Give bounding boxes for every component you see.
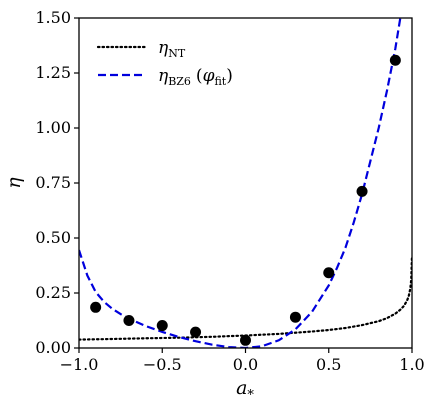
- x-tick-label: 0.0: [233, 355, 258, 374]
- legend-label-bz6: ηBZ6 (φfit): [158, 66, 233, 88]
- y-tick-label: 1.00: [35, 118, 71, 137]
- series-nt-line: [79, 254, 412, 341]
- data-point: [323, 267, 335, 279]
- data-point: [389, 54, 401, 66]
- data-point: [289, 311, 301, 323]
- y-tick-label: 0.00: [35, 338, 71, 357]
- legend: ηNT ηBZ6 (φfit): [96, 38, 233, 88]
- y-tick-label: 0.25: [35, 283, 71, 302]
- data-point: [190, 326, 202, 338]
- x-axis-label-sub: *: [247, 388, 254, 403]
- legend-bz6-main: η: [158, 66, 169, 86]
- legend-label-nt: ηNT: [158, 38, 186, 60]
- x-tick-label: −0.5: [143, 355, 182, 374]
- y-tick-label: 1.25: [35, 63, 71, 82]
- legend-nt-main: η: [158, 38, 169, 58]
- ticks: −1.0 −0.5 0.0 0.5 1.0 0.00 0.25 0.50 0.75 1.00 1.2…: [35, 8, 424, 374]
- x-tick-label: −1.0: [60, 355, 99, 374]
- y-axis-label: η: [3, 177, 25, 189]
- legend-bz6-open: (: [196, 66, 203, 86]
- plot-frame: [78, 17, 413, 349]
- y-tick-label: 0.50: [35, 228, 71, 247]
- x-tick-label: 1.0: [399, 355, 424, 374]
- legend-bz6-phi-sub: fit: [214, 75, 226, 88]
- x-axis-label: a*: [236, 377, 254, 403]
- legend-nt-sub: NT: [168, 47, 186, 60]
- data-point: [240, 334, 251, 346]
- series-layer: [79, 18, 412, 348]
- legend-bz6-close: ): [226, 66, 233, 86]
- series-bz6-line: [79, 18, 402, 348]
- data-point: [90, 301, 102, 313]
- legend-bz6-sub: BZ6: [168, 75, 191, 88]
- x-tick-label: 0.5: [316, 355, 341, 374]
- y-tick-label: 1.50: [35, 8, 71, 27]
- x-axis-label-main: a: [236, 377, 247, 399]
- data-point: [156, 320, 168, 332]
- legend-bz6-phi: φ: [203, 66, 215, 86]
- y-tick-label: 0.75: [35, 173, 71, 192]
- data-point: [356, 185, 368, 197]
- data-point: [123, 315, 135, 326]
